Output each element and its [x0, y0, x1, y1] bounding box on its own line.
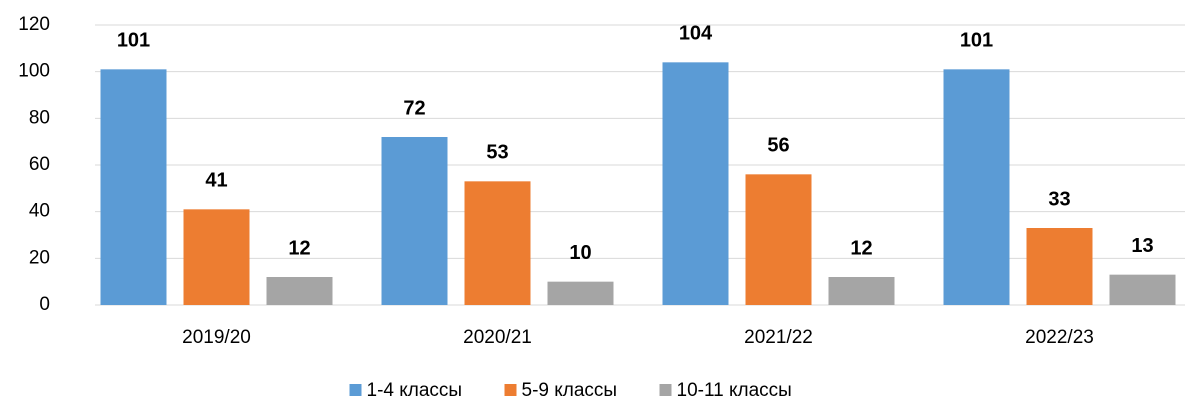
- y-tick-label: 80: [29, 107, 50, 128]
- data-label: 41: [205, 170, 227, 192]
- data-label: 72: [403, 97, 425, 119]
- data-label: 101: [117, 30, 150, 52]
- bar: [828, 277, 895, 305]
- y-tick-label: 60: [29, 154, 50, 175]
- data-label: 12: [288, 237, 310, 259]
- legend-swatch: [504, 384, 517, 396]
- data-label: 13: [1131, 235, 1153, 257]
- data-label: 104: [679, 23, 713, 45]
- x-tick-label: 2021/22: [744, 327, 813, 348]
- legend-label: 1-4 классы: [367, 380, 463, 401]
- legend-swatch: [349, 384, 362, 396]
- bar: [1026, 228, 1093, 305]
- bar: [1109, 274, 1176, 305]
- data-label: 12: [850, 237, 872, 259]
- data-label: 53: [486, 142, 508, 164]
- legend-label: 10-11 классы: [677, 380, 792, 401]
- legend-label: 5-9 классы: [522, 380, 618, 401]
- x-tick-label: 2019/20: [182, 327, 251, 348]
- bar: [547, 281, 614, 305]
- data-label: 101: [960, 30, 993, 52]
- y-tick-label: 100: [18, 61, 50, 82]
- bar: [100, 69, 167, 305]
- y-tick-label: 20: [29, 247, 50, 268]
- bar: [662, 62, 729, 306]
- bar: [464, 181, 531, 305]
- data-label: 33: [1048, 188, 1070, 210]
- data-label: 56: [767, 135, 789, 157]
- bar: [266, 277, 333, 305]
- bar: [183, 209, 250, 305]
- y-tick-label: 120: [18, 14, 50, 35]
- y-tick-label: 0: [39, 294, 50, 315]
- bar: [745, 174, 812, 305]
- legend-swatch: [659, 384, 672, 396]
- y-tick-label: 40: [29, 201, 50, 222]
- bar: [943, 69, 1010, 305]
- x-tick-label: 2020/21: [463, 327, 532, 348]
- bar: [381, 137, 448, 305]
- data-label: 10: [569, 242, 591, 264]
- x-tick-label: 2022/23: [1025, 327, 1094, 348]
